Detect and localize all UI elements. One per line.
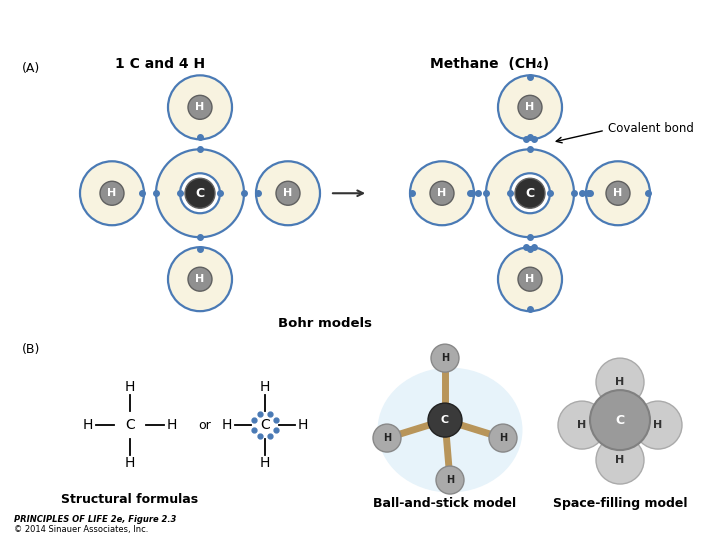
Text: H: H	[83, 418, 93, 432]
Text: Bohr models: Bohr models	[278, 317, 372, 330]
Text: H: H	[125, 380, 135, 394]
Text: C: C	[195, 187, 204, 200]
Circle shape	[436, 466, 464, 494]
Circle shape	[510, 173, 550, 213]
Circle shape	[586, 161, 650, 225]
Text: C: C	[260, 418, 270, 432]
Text: H: H	[125, 456, 135, 470]
Text: H: H	[195, 102, 204, 112]
Text: H: H	[107, 188, 117, 198]
Circle shape	[498, 76, 562, 139]
Circle shape	[606, 181, 630, 205]
Text: H: H	[437, 188, 446, 198]
Text: H: H	[260, 456, 270, 470]
Circle shape	[634, 401, 682, 449]
Text: H: H	[653, 420, 662, 430]
Circle shape	[80, 161, 144, 225]
Text: C: C	[125, 418, 135, 432]
Circle shape	[188, 267, 212, 291]
Text: H: H	[613, 188, 623, 198]
Text: C: C	[526, 187, 534, 200]
Circle shape	[431, 344, 459, 372]
Circle shape	[188, 96, 212, 119]
Text: H: H	[526, 274, 535, 284]
Text: Space-filling model: Space-filling model	[553, 497, 688, 510]
Text: Figure 2.3  Covalent Bonding: Figure 2.3 Covalent Bonding	[6, 6, 207, 19]
Text: 1 C and 4 H: 1 C and 4 H	[115, 57, 205, 71]
Text: H: H	[222, 418, 232, 432]
Text: (B): (B)	[22, 343, 40, 356]
Text: H: H	[616, 455, 625, 465]
Circle shape	[558, 401, 606, 449]
Text: Ball-and-stick model: Ball-and-stick model	[374, 497, 516, 510]
Circle shape	[430, 181, 454, 205]
Text: H: H	[446, 475, 454, 485]
Circle shape	[489, 424, 517, 452]
Text: Methane  (CH₄): Methane (CH₄)	[430, 57, 549, 71]
Text: (A): (A)	[22, 62, 40, 76]
Circle shape	[180, 173, 220, 213]
Ellipse shape	[377, 368, 523, 492]
Circle shape	[596, 436, 644, 484]
Text: H: H	[526, 102, 535, 112]
Circle shape	[498, 247, 562, 311]
Circle shape	[168, 76, 232, 139]
Circle shape	[410, 161, 474, 225]
Circle shape	[486, 149, 574, 237]
Circle shape	[168, 247, 232, 311]
Text: H: H	[441, 353, 449, 363]
Text: C: C	[441, 415, 449, 425]
Circle shape	[590, 390, 650, 450]
Text: H: H	[284, 188, 292, 198]
Text: H: H	[167, 418, 177, 432]
Text: H: H	[577, 420, 587, 430]
Circle shape	[596, 358, 644, 406]
Text: H: H	[499, 433, 507, 443]
Text: or: or	[199, 418, 212, 431]
Circle shape	[518, 96, 542, 119]
Text: C: C	[616, 414, 624, 427]
Circle shape	[518, 267, 542, 291]
Text: H: H	[298, 418, 308, 432]
Circle shape	[373, 424, 401, 452]
Circle shape	[256, 161, 320, 225]
Text: H: H	[616, 377, 625, 387]
Text: H: H	[195, 274, 204, 284]
Text: © 2014 Sinauer Associates, Inc.: © 2014 Sinauer Associates, Inc.	[14, 525, 148, 534]
Circle shape	[185, 178, 215, 208]
Text: H: H	[383, 433, 391, 443]
Text: PRINCIPLES OF LIFE 2e, Figure 2.3: PRINCIPLES OF LIFE 2e, Figure 2.3	[14, 515, 176, 524]
Circle shape	[276, 181, 300, 205]
Circle shape	[100, 181, 124, 205]
Text: H: H	[260, 380, 270, 394]
Circle shape	[428, 403, 462, 437]
Text: Covalent bond: Covalent bond	[608, 122, 694, 135]
Text: Structural formulas: Structural formulas	[61, 493, 199, 506]
Circle shape	[156, 149, 244, 237]
Circle shape	[515, 178, 545, 208]
